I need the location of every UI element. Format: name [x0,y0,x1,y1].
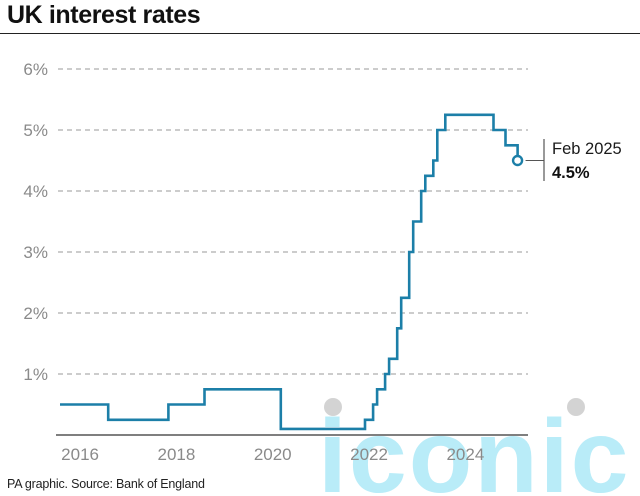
x-tick-label: 2018 [157,445,195,464]
y-tick-label: 1% [23,365,48,384]
x-tick-label: 2020 [254,445,292,464]
chart-title: UK interest rates [7,1,201,29]
y-tick-label: 6% [23,60,48,79]
y-tick-label: 4% [23,182,48,201]
source-note: PA graphic. Source: Bank of England [7,477,205,491]
series-layer [60,113,519,431]
title-divider [0,33,640,34]
annotation: Feb 2025 4.5% [511,139,622,182]
y-tick-label: 3% [23,243,48,262]
y-tick-label: 2% [23,304,48,323]
iconic-watermark: iconic [318,398,629,496]
x-tick-label: 2016 [61,445,99,464]
gridlines: 1% 2% 3% 4% 5% 6% [23,60,528,384]
watermark-dot-right [567,398,585,416]
x-tick-label: 2024 [446,445,484,464]
series-line [60,113,519,431]
latest-point-marker [511,154,524,167]
watermark-dot-left [324,398,342,416]
axes: 2016 2018 2020 2022 2024 [56,434,528,464]
annotation-value-label: 4.5% [552,164,590,182]
x-tick-label: 2022 [350,445,388,464]
annotation-date-label: Feb 2025 [552,140,622,158]
y-tick-label: 5% [23,121,48,140]
